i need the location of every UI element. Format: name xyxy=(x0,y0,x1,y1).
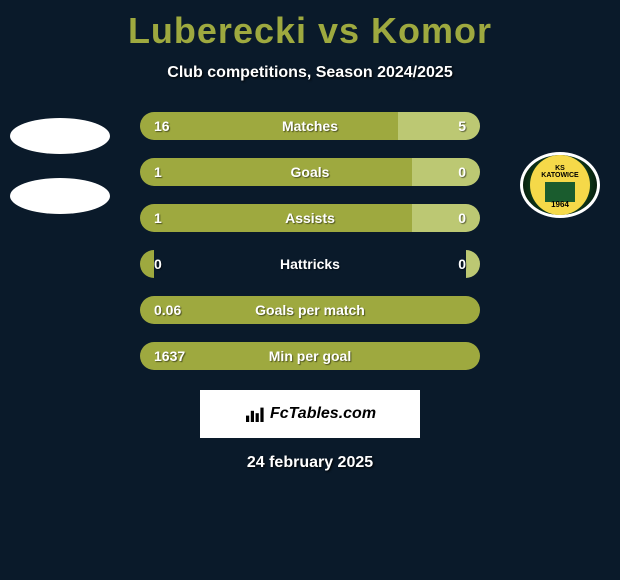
bar-stat-label: Hattricks xyxy=(280,256,340,272)
bar-stat-label: Goals per match xyxy=(255,302,365,318)
attribution-badge: FcTables.com xyxy=(200,390,420,438)
bar-right-fill xyxy=(412,158,480,186)
stat-bar: 1637 Min per goal xyxy=(140,342,480,370)
attribution-text: FcTables.com xyxy=(270,405,376,423)
bar-left-fill xyxy=(140,250,154,278)
bar-left-value: 1637 xyxy=(154,348,185,364)
subtitle: Club competitions, Season 2024/2025 xyxy=(167,64,452,82)
page-title: Luberecki vs Komor xyxy=(128,10,492,52)
bar-stat-label: Goals xyxy=(291,164,330,180)
bar-chart-icon xyxy=(244,406,264,422)
bar-right-value: 0 xyxy=(458,164,466,180)
date-text: 24 february 2025 xyxy=(247,454,373,472)
bar-stat-label: Assists xyxy=(285,210,335,226)
bar-left-value: 0 xyxy=(154,256,162,272)
bar-right-value: 0 xyxy=(458,256,466,272)
bar-left-value: 1 xyxy=(154,164,162,180)
comparison-infographic: Luberecki vs Komor Club competitions, Se… xyxy=(0,0,620,580)
bar-right-value: 0 xyxy=(458,210,466,226)
bar-left-value: 0.06 xyxy=(154,302,181,318)
bar-right-fill xyxy=(398,112,480,140)
bar-left-value: 1 xyxy=(154,210,162,226)
stat-bar: 1 0 Assists xyxy=(140,204,480,232)
stat-bar: 1 0 Goals xyxy=(140,158,480,186)
bar-left-fill xyxy=(140,112,398,140)
bar-stat-label: Min per goal xyxy=(269,348,351,364)
bar-right-fill xyxy=(412,204,480,232)
bar-left-fill xyxy=(140,204,412,232)
bar-left-value: 16 xyxy=(154,118,170,134)
bar-stat-label: Matches xyxy=(282,118,338,134)
stat-bar: 16 5 Matches xyxy=(140,112,480,140)
bar-right-value: 5 xyxy=(458,118,466,134)
comparison-bars: 16 5 Matches 1 0 Goals 1 0 Assists 0 0 Hattricks 0.0… xyxy=(0,112,620,370)
bar-left-fill xyxy=(140,158,412,186)
bar-right-fill xyxy=(466,250,480,278)
stat-bar: 0.06 Goals per match xyxy=(140,296,480,324)
stat-bar: 0 0 Hattricks xyxy=(140,250,480,278)
